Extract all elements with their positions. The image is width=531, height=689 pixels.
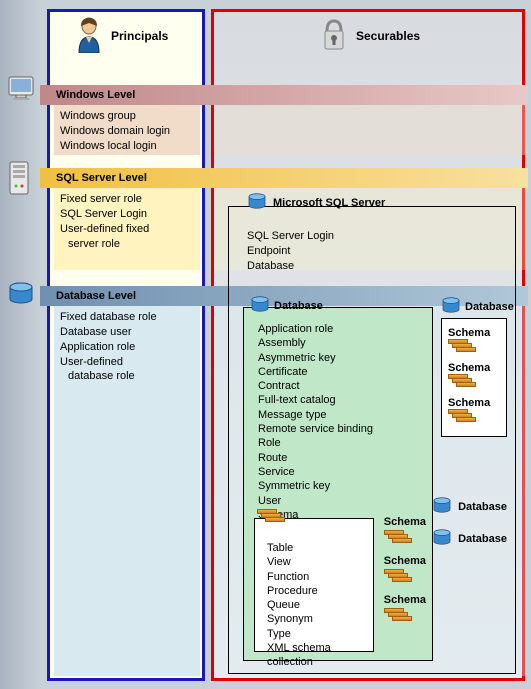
- principals-header: Principals: [75, 14, 168, 58]
- schema-stack-icon: [384, 608, 412, 624]
- securables-windows-band: [214, 105, 525, 155]
- schema-box-icon: [257, 509, 285, 528]
- list-item: Route: [258, 451, 373, 465]
- list-item: Endpoint: [247, 244, 334, 259]
- list-item: Assembly: [258, 336, 373, 350]
- list-item: Table: [267, 541, 373, 555]
- side-database-title: Database: [441, 297, 507, 316]
- schema-stack-icon: [257, 509, 285, 525]
- list-item: Asymmetric key: [258, 351, 373, 365]
- list-item: Symmetric key: [258, 479, 373, 493]
- list-item: Full-text catalog: [258, 393, 373, 407]
- list-item: Windows domain login: [60, 124, 194, 139]
- database-cylinder-icon: [247, 193, 267, 212]
- list-item: SQL Server Login: [247, 229, 334, 244]
- list-item: Application role: [60, 340, 194, 355]
- list-item: Remote service binding: [258, 422, 373, 436]
- database-cylinder-icon: [441, 297, 461, 316]
- schema-stack-icon: [448, 374, 476, 390]
- side-database-title-text: Database: [465, 301, 514, 313]
- list-item: User: [258, 494, 373, 508]
- list-item: Function: [267, 570, 373, 584]
- db-level-items: Fixed database role Database user Applic…: [54, 306, 200, 676]
- list-item: View: [267, 555, 373, 569]
- database-cylinder-icon: [250, 296, 270, 315]
- list-item: SQL Server Login: [60, 207, 194, 222]
- side-database-extra: Database: [432, 529, 507, 548]
- schema-stack-icon: [448, 339, 476, 355]
- side-database-extra-label: Database: [458, 533, 507, 545]
- schema-box: Table View Function Procedure Queue Syno…: [254, 518, 374, 652]
- monitor-icon: [8, 76, 38, 105]
- list-item: Fixed server role: [60, 192, 194, 207]
- mssql-items: SQL Server Login Endpoint Database: [247, 229, 334, 274]
- list-item: Windows local login: [60, 139, 194, 154]
- database-box-title: Database: [250, 296, 323, 315]
- list-item: Queue: [267, 598, 373, 612]
- side-database-extra: Database: [432, 497, 507, 516]
- schema-label: Schema: [448, 397, 500, 409]
- green-schema-column: Schema Schema Schema: [384, 510, 426, 633]
- securables-header: Securables: [320, 14, 420, 58]
- person-icon: [75, 17, 103, 56]
- list-item: database role: [60, 369, 194, 384]
- list-item: Application role: [258, 322, 373, 336]
- database-cylinder-icon: [432, 497, 452, 516]
- database-box-title-text: Database: [274, 300, 323, 312]
- schema-stack-icon: [384, 569, 412, 585]
- list-item: Fixed database role: [60, 310, 194, 325]
- mssql-server-box: Microsoft SQL Server SQL Server Login En…: [228, 206, 516, 674]
- side-database-extra-label: Database: [458, 501, 507, 513]
- schema-label: Schema: [384, 516, 426, 528]
- list-item: Contract: [258, 379, 373, 393]
- schema-label: Schema: [384, 594, 426, 606]
- list-item: User-defined fixed: [60, 222, 194, 237]
- windows-level-title: Windows Level: [56, 89, 135, 101]
- list-item: Database: [247, 259, 334, 274]
- list-item: Windows group: [60, 109, 194, 124]
- list-item: Database user: [60, 325, 194, 340]
- list-item: Service: [258, 465, 373, 479]
- database-cylinder-icon: [8, 282, 34, 307]
- list-item: Certificate: [258, 365, 373, 379]
- principals-title: Principals: [111, 29, 168, 43]
- mssql-title-text: Microsoft SQL Server: [273, 197, 385, 209]
- list-item: User-defined: [60, 355, 194, 370]
- list-item: XML schema collection: [267, 641, 373, 670]
- sql-level-items: Fixed server role SQL Server Login User-…: [54, 188, 200, 270]
- list-item: Synonym: [267, 612, 373, 626]
- schema-label: Schema: [448, 327, 500, 339]
- side-database-panel: Database Schema Schema Schema: [441, 297, 507, 437]
- database-box: Database Application role Assembly Asymm…: [243, 307, 433, 661]
- windows-level-header: Windows Level: [40, 85, 528, 105]
- mssql-title: Microsoft SQL Server: [243, 193, 389, 212]
- diagram-root: Principals Securables Windows Level SQL …: [0, 0, 531, 689]
- list-item: server role: [60, 237, 194, 252]
- schema-stack-icon: [448, 409, 476, 425]
- list-item: Type: [267, 627, 373, 641]
- database-securables: Application role Assembly Asymmetric key…: [258, 322, 373, 522]
- sql-level-title: SQL Server Level: [56, 172, 147, 184]
- server-icon: [8, 160, 30, 199]
- schema-label: Schema: [448, 362, 500, 374]
- database-cylinder-icon: [432, 529, 452, 548]
- list-item: Procedure: [267, 584, 373, 598]
- schema-stack-icon: [384, 530, 412, 546]
- db-level-title: Database Level: [56, 290, 136, 302]
- schema-securables: Table View Function Procedure Queue Syno…: [267, 541, 373, 670]
- list-item: Role: [258, 436, 373, 450]
- lock-icon: [320, 17, 348, 56]
- sql-level-header: SQL Server Level: [40, 168, 528, 188]
- side-schema-box: Schema Schema Schema: [441, 318, 507, 437]
- securables-title: Securables: [356, 29, 420, 43]
- list-item: Message type: [258, 408, 373, 422]
- windows-level-items: Windows group Windows domain login Windo…: [54, 105, 200, 155]
- schema-label: Schema: [384, 555, 426, 567]
